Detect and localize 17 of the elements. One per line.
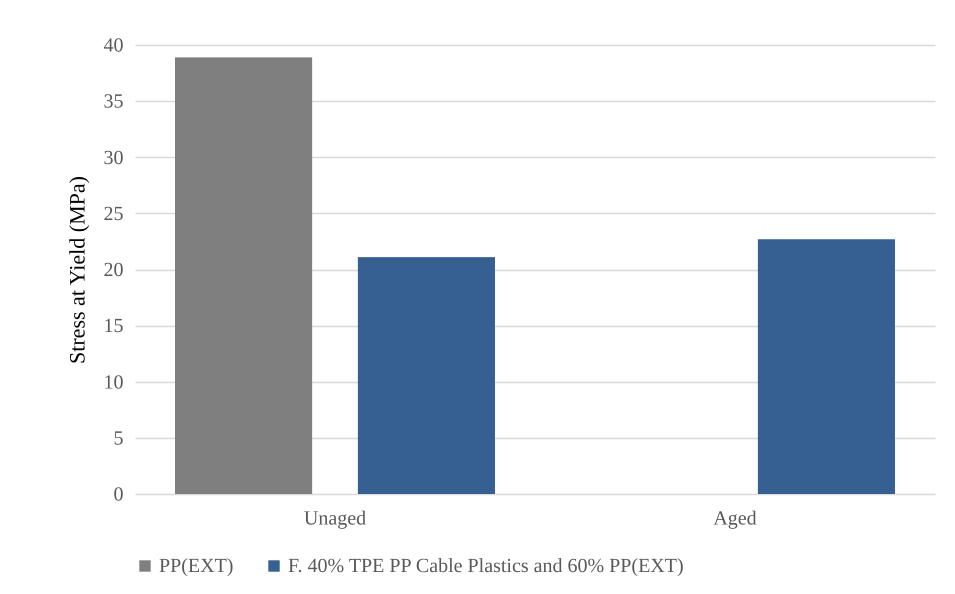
bar [175, 57, 312, 494]
y-tick-label: 0 [114, 484, 124, 506]
y-tick-label: 40 [104, 34, 124, 56]
y-tick-label: 15 [104, 315, 124, 338]
x-tick-label: Unaged [304, 508, 366, 530]
y-tick-label: 30 [104, 146, 124, 169]
y-tick-label: 5 [114, 427, 124, 450]
y-tick-label: 10 [104, 371, 124, 394]
legend-label: F. 40% TPE PP Cable Plastics and 60% PP(EXT) [288, 555, 684, 577]
bar [758, 239, 895, 494]
legend-label: PP(EXT) [159, 555, 234, 577]
x-tick-label: Aged [713, 508, 757, 530]
y-tick-label: 35 [104, 90, 124, 113]
bar [358, 257, 495, 494]
y-tick-label: 25 [104, 202, 124, 225]
y-axis-title: Stress at Yield (MPa) [64, 176, 90, 364]
y-tick-label: 20 [104, 259, 124, 281]
